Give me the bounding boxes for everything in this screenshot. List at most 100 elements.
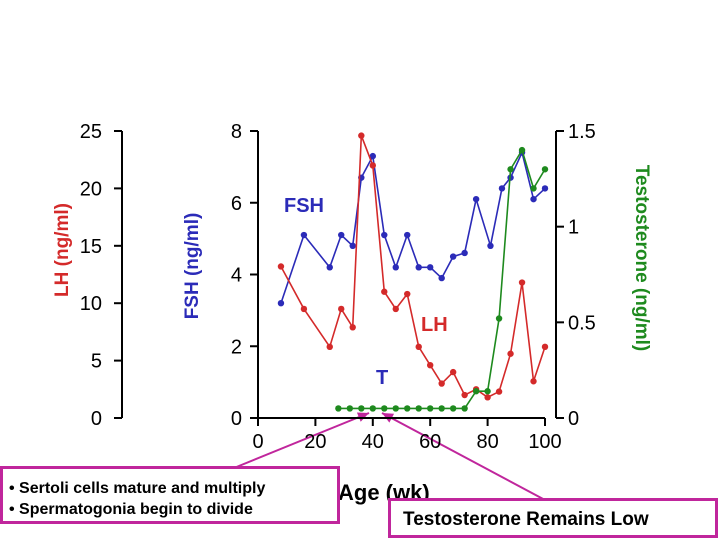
- fsh-point: [404, 231, 411, 239]
- note-line: • Spermatogonia begin to divide: [9, 501, 253, 518]
- testosterone-arrow: [381, 412, 546, 501]
- x-tick-label: 0: [252, 431, 263, 453]
- t-point: [518, 146, 526, 154]
- lh-point: [495, 388, 503, 395]
- lh-point: [484, 394, 491, 401]
- x-tick-label: 80: [476, 431, 498, 453]
- series-layer: [277, 132, 549, 412]
- t-point: [404, 405, 411, 412]
- t-point: [461, 405, 468, 412]
- t-point: [495, 315, 503, 322]
- x-axis: 0 20 40 60 80 100: [252, 417, 562, 453]
- note-line: • Sertoli cells mature and multiply: [9, 480, 266, 497]
- lh-axis: 0 5 10 15 20 25: [80, 121, 123, 430]
- t-tick-label: 0: [568, 408, 579, 430]
- lh-point: [518, 279, 526, 286]
- lh-point: [381, 288, 388, 295]
- lh-point: [461, 391, 468, 399]
- lh-point: [326, 343, 333, 351]
- fsh-point: [326, 264, 333, 271]
- lh-tick-label: 10: [80, 293, 102, 315]
- t-point: [415, 405, 422, 412]
- t-point: [484, 388, 491, 395]
- lh-point: [392, 305, 399, 313]
- t-point: [449, 405, 457, 412]
- series-label-fsh: FSH: [284, 195, 324, 217]
- fsh-axis: 0 2 4 6 8: [231, 121, 259, 430]
- lh-point: [349, 324, 356, 331]
- lh-tick-label: 20: [80, 178, 102, 200]
- t-series: [335, 146, 549, 412]
- fsh-axis-title: FSH (ng/ml): [182, 213, 203, 320]
- fsh-point: [338, 231, 345, 239]
- lh-point: [404, 290, 411, 298]
- fsh-point: [498, 185, 506, 192]
- lh-point: [427, 361, 434, 369]
- series-label-lh: LH: [421, 314, 448, 336]
- lh-point: [369, 162, 376, 169]
- lh-series: [277, 132, 549, 401]
- t-axis-title: Testosterone (ng/ml): [631, 165, 652, 352]
- fsh-point: [461, 249, 468, 257]
- fsh-tick-label: 6: [231, 193, 242, 215]
- lh-point: [541, 343, 549, 351]
- sertoli-note-box: • Sertoli cells mature and multiply • Sp…: [0, 466, 340, 524]
- lh-point: [507, 350, 514, 357]
- fsh-point: [392, 264, 399, 271]
- fsh-tick-label: 0: [231, 408, 242, 430]
- fsh-point: [277, 300, 285, 307]
- testosterone-note-box: Testosterone Remains Low: [388, 498, 718, 538]
- lh-tick-label: 0: [91, 408, 102, 430]
- lh-line: [280, 135, 546, 399]
- x-tick-label: 20: [304, 431, 326, 453]
- t-point: [472, 388, 480, 395]
- lh-tick-label: 15: [80, 236, 102, 258]
- fsh-point: [427, 264, 434, 271]
- lh-point: [300, 305, 308, 313]
- t-point: [369, 405, 376, 412]
- fsh-point: [449, 253, 457, 260]
- t-point: [427, 405, 434, 412]
- t-axis: 0 0.5 1 1.5: [555, 121, 596, 430]
- t-point: [541, 166, 549, 173]
- t-point: [392, 405, 399, 412]
- t-point: [438, 405, 445, 412]
- fsh-point: [541, 185, 549, 192]
- fsh-point: [487, 242, 494, 249]
- fsh-line: [280, 150, 546, 304]
- fsh-tick-label: 8: [231, 121, 242, 143]
- t-tick-label: 1.5: [568, 121, 596, 143]
- fsh-point: [381, 231, 388, 239]
- x-tick-label: 40: [362, 431, 384, 453]
- t-point: [346, 405, 354, 412]
- t-point: [530, 185, 537, 192]
- t-tick-label: 0.5: [568, 312, 596, 334]
- lh-point: [415, 343, 422, 351]
- lh-point: [449, 368, 457, 376]
- fsh-point: [530, 195, 537, 203]
- t-point: [381, 405, 388, 412]
- lh-tick-label: 5: [91, 351, 102, 373]
- fsh-point: [472, 195, 480, 203]
- t-point: [358, 405, 365, 412]
- fsh-tick-label: 4: [231, 265, 242, 287]
- t-tick-label: 1: [568, 217, 579, 239]
- fsh-point: [415, 264, 422, 271]
- lh-point: [438, 380, 445, 387]
- fsh-series: [277, 149, 549, 307]
- lh-point: [277, 263, 285, 270]
- fsh-point: [369, 152, 376, 160]
- x-tick-label: 100: [528, 431, 561, 453]
- lh-axis-title: LH (ng/ml): [52, 203, 73, 297]
- lh-point: [338, 305, 345, 313]
- x-tick-label: 60: [419, 431, 441, 453]
- fsh-point: [300, 231, 308, 239]
- fsh-tick-label: 2: [231, 336, 242, 358]
- lh-tick-label: 25: [80, 121, 102, 143]
- fsh-point: [438, 274, 445, 282]
- lh-point: [530, 378, 537, 385]
- series-label-t: T: [376, 367, 388, 389]
- t-point: [507, 166, 514, 173]
- sertoli-arrow: [233, 412, 370, 469]
